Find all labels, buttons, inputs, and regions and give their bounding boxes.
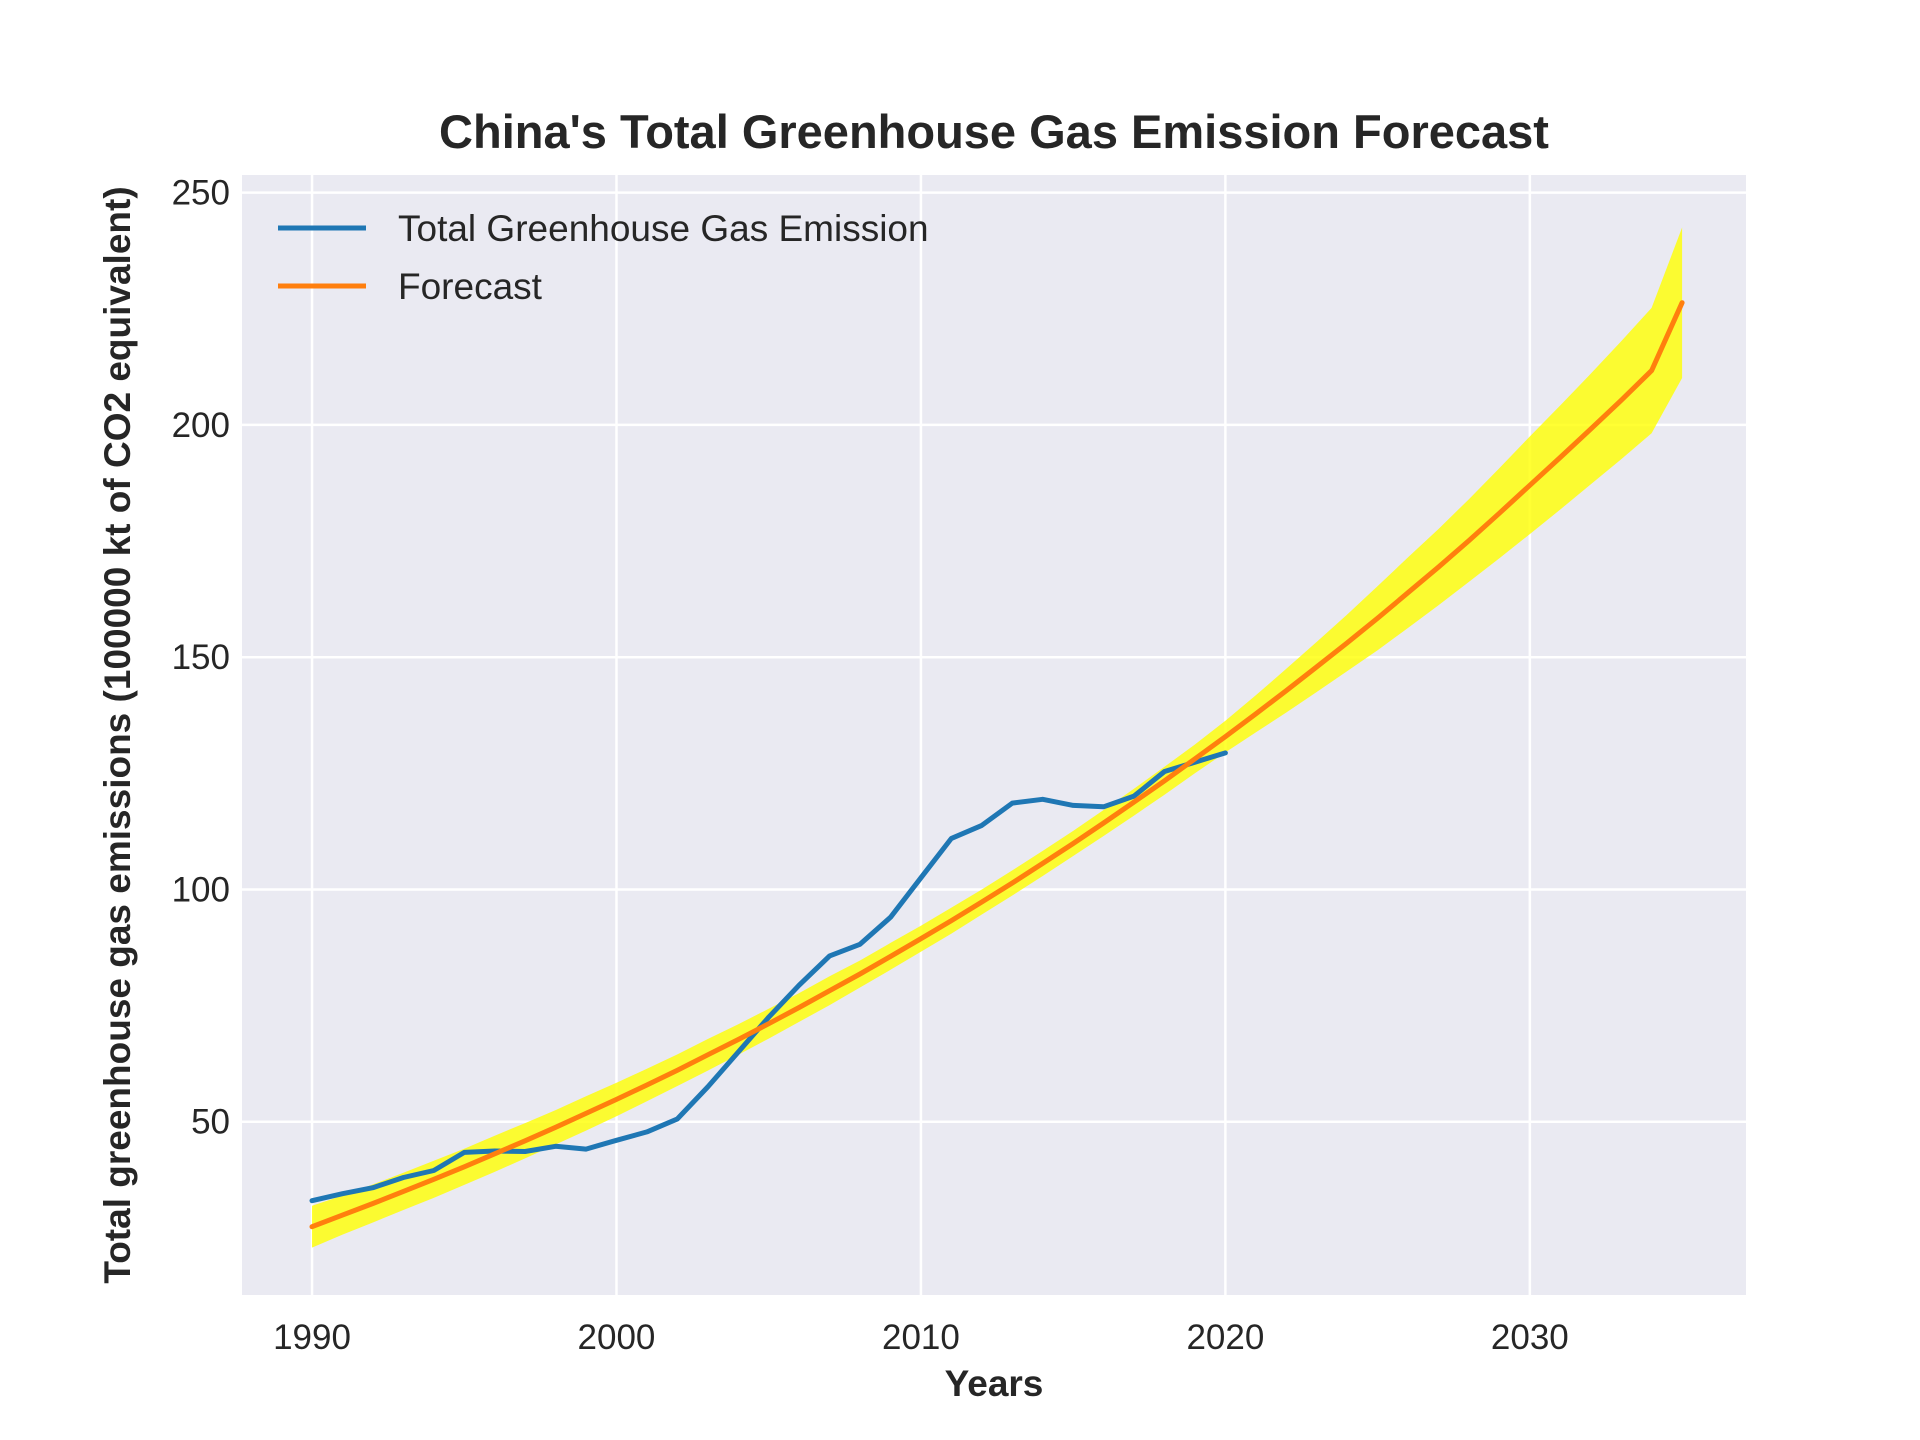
series-lines (309, 300, 1685, 1230)
x-tick-label: 2030 (1491, 1318, 1569, 1357)
forecast-line (309, 300, 1685, 1230)
y-tick-label: 50 (191, 1103, 230, 1142)
x-tick-label: 1990 (273, 1318, 351, 1357)
x-tick-label: 2000 (578, 1318, 656, 1357)
chart-title: China's Total Greenhouse Gas Emission Fo… (439, 105, 1549, 158)
x-tick-label: 2020 (1186, 1318, 1264, 1357)
y-axis-label: Total greenhouse gas emissions (100000 k… (97, 186, 138, 1283)
legend-label-total-emission: Total Greenhouse Gas Emission (398, 208, 929, 249)
legend-label-forecast: Forecast (398, 266, 543, 307)
x-axis-label: Years (945, 1363, 1044, 1404)
x-tick-labels: 1990 2000 2010 2020 2030 (273, 1318, 1569, 1357)
y-tick-labels: 50 100 150 200 250 (172, 174, 230, 1142)
y-tick-label: 100 (172, 870, 230, 909)
grid-lines (242, 175, 1746, 1295)
y-tick-label: 250 (172, 174, 230, 213)
y-tick-label: 200 (172, 406, 230, 445)
legend: Total Greenhouse Gas Emission Forecast (278, 208, 929, 307)
plot-area (242, 175, 1746, 1295)
y-tick-label: 150 (172, 638, 230, 677)
total-emission-line (309, 750, 1228, 1204)
x-tick-label: 2010 (882, 1318, 960, 1357)
